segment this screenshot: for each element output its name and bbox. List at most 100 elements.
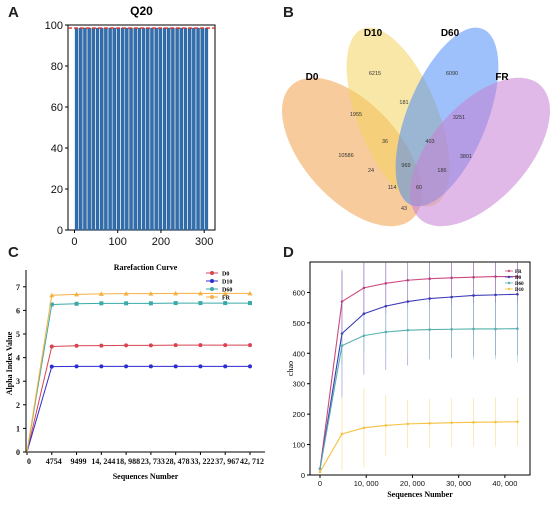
chart-c-xlabel: Sequences Number [113,472,179,481]
chart-c-xtick-label: 42, 712 [240,457,264,466]
venn-region-value: 43 [401,206,407,212]
chart-d-point-d60 [516,327,519,330]
chart-d-point-d10 [406,422,410,426]
chart-c-legend-label: D0 [222,272,229,278]
chart-d-point-d60 [428,328,431,331]
chart-a-xtick-label: 0 [71,236,77,248]
chart-d-xtick-label: 20, 000 [400,479,425,488]
venn-region-value: 3801 [460,154,472,160]
venn-region-value: 36 [382,139,388,145]
chart-c-point-d10 [49,364,54,369]
chart-d-point-d60 [450,327,453,331]
chart-c-point-fr [49,292,55,298]
venn-region-value: 1955 [350,112,362,118]
venn-region-value: 3251 [453,115,465,121]
chart-d-xtick-label: 30, 000 [446,479,471,488]
chart-d-ytick-label: 400 [292,349,305,358]
chart-c-xtick-label: 33, 222 [190,457,214,466]
chart-c-point-d10 [124,364,129,369]
chart-c-ylabel: Alpha Index Value [5,331,14,395]
chart-c-xtick-label: 4754 [46,457,62,466]
chart-d-point-d60 [318,467,322,471]
venn-region-value: 114 [388,185,397,191]
chart-d-line-d10 [319,421,518,473]
chart-c-xtick-label: 0 [27,457,31,466]
chart-c-line-d10 [26,365,250,453]
chart-c-legend-marker [210,295,214,299]
chart-c-point-fr [123,291,129,296]
chart-c-point-fr [74,291,80,297]
chart-c-point-d0 [124,343,129,348]
chart-a-bar [179,27,183,231]
chart-d-point-d0 [516,292,519,296]
chart-c-ytick-label: 2 [16,401,20,410]
panel-c-letter: C [8,244,19,261]
chart-d-point-d0 [494,293,497,297]
chart-c-point-d60 [198,301,203,306]
chart-d-point-d10 [362,426,366,430]
venn-region-value: 969 [401,163,410,169]
chart-c-point-d60 [173,301,178,306]
chart-d-point-d60 [494,327,497,331]
chart-a-ytick-label: 60 [51,102,63,114]
chart-d-xtick-label: 40, 000 [492,479,517,488]
chart-d-legend-marker [507,269,511,273]
chart-d-point-d60 [384,330,388,334]
chart-c-legend-marker [210,271,214,275]
chart-c-line-d60 [26,302,250,453]
venn-region-value: 186 [437,168,446,174]
chart-a-bar [83,27,87,231]
panel-a-letter: A [8,4,19,21]
chart-d-line-d0 [319,293,518,470]
chart-d-legend-marker [507,275,511,279]
venn-label-d0: D0 [306,72,319,83]
chart-d-point-d60 [406,328,410,332]
chart-c-xtick-label: 23, 733 [141,457,165,466]
chart-a-ytick-label: 80 [51,61,63,73]
chart-c-point-d0 [148,343,153,348]
chart-c-point-d0 [49,344,54,349]
chart-d-legend-label: D0 [515,276,522,281]
chart-c-xtick-label: 37, 967 [215,457,239,466]
chart-c-point-d60 [49,302,54,307]
chart-c-point-d10 [248,364,252,369]
chart-c-point-d60 [99,301,104,306]
venn-region-value: 60 [416,185,422,191]
chart-c-point-fr [173,290,179,296]
chart-d-point-d10 [318,470,322,474]
chart-c-point-d10 [148,364,153,369]
chart-a-bar [150,27,154,231]
chart-a-bar [196,27,200,231]
venn-region-value: 10586 [338,153,353,159]
chart-a-frame [67,24,216,231]
chart-c-point-d0 [74,343,79,348]
chart-d-legend-marker [507,281,511,285]
panel-d-letter: D [283,244,294,261]
chart-a-bar [112,27,116,231]
chart-d-point-d10 [494,420,497,424]
chart-d-legend-label: FR [515,270,522,275]
chart-d-legend-label: D10 [515,288,524,293]
venn-region-value: 6215 [369,71,381,77]
chart-c-xtick-label: 28, 478 [166,457,190,466]
chart-d-ytick-label: 0 [301,471,305,480]
chart-d-point-d10 [472,421,475,424]
chart-a-bar [154,27,158,231]
chart-d-ytick-label: 500 [292,319,305,328]
chart-a-title: Q20 [130,4,153,18]
chart-c-point-d0 [248,343,252,348]
chart-a-ytick-label: 40 [51,143,63,155]
venn-region-value: 403 [425,139,434,145]
chart-d-frame [309,261,531,476]
chart-c-point-d60 [248,301,252,306]
chart-c-ytick-label: 7 [16,283,20,292]
chart-d-xtick-label: 0 [318,479,322,488]
chart-c-point-d0 [223,343,228,348]
chart-a-bar [95,27,100,231]
chart-c-point-d60 [148,301,153,306]
chart-c-ytick-label: 4 [16,354,20,363]
chart-d-ytick-label: 200 [292,410,305,419]
